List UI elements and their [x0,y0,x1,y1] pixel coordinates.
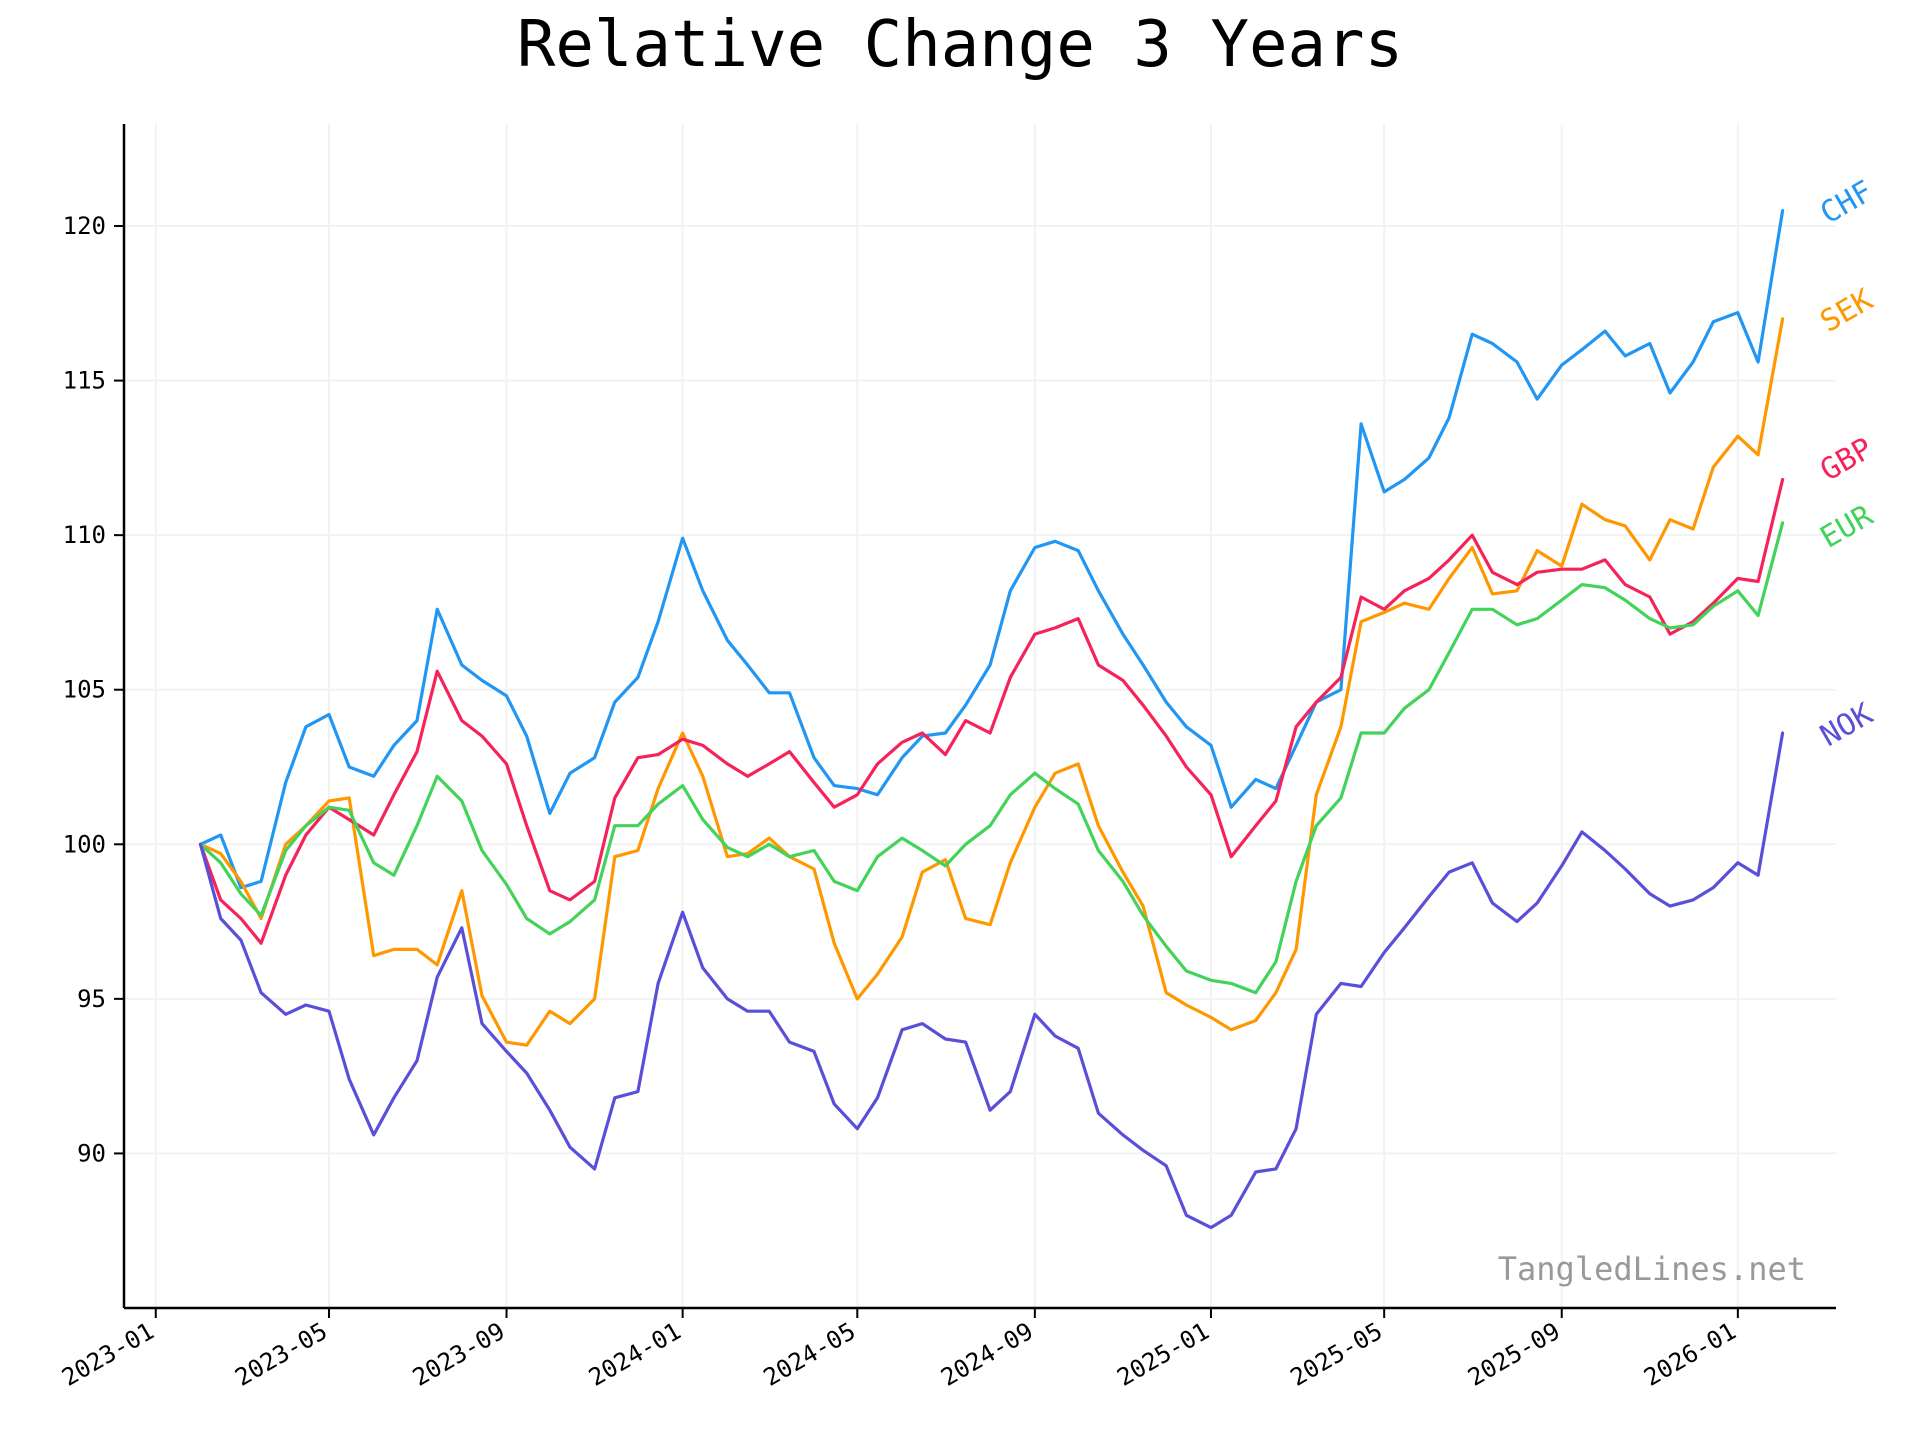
series-label-chf: CHF [1815,174,1879,231]
series-label-eur: EUR [1815,498,1880,556]
series-label-gbp: GBP [1815,431,1879,488]
y-tick-label: 115 [63,367,106,395]
x-tick-label: 2023-09 [408,1317,510,1392]
watermark: TangledLines.net [1498,1250,1806,1288]
series-line-nok [198,731,1785,1230]
x-tick-label: 2026-01 [1639,1317,1741,1392]
series-line-eur [198,521,1785,995]
x-tick-label: 2025-09 [1463,1317,1565,1392]
chart-title: Relative Change 3 Years [516,8,1404,82]
x-tick-label: 2024-05 [759,1317,861,1392]
series-line-chf [198,209,1785,890]
y-tick-label: 110 [63,521,106,549]
x-tick-label: 2024-09 [936,1317,1038,1392]
y-tick-label: 120 [63,212,106,240]
x-tick-label: 2023-05 [230,1317,332,1392]
x-tick-label: 2025-05 [1286,1317,1388,1392]
y-tick-label: 100 [63,830,106,858]
x-tick-label: 2025-01 [1112,1317,1214,1392]
y-tick-label: 105 [63,676,106,704]
y-tick-label: 95 [77,985,106,1013]
series-label-sek: SEK [1815,282,1879,339]
series-label-nok: NOK [1815,697,1879,754]
x-tick-label: 2024-01 [584,1317,686,1392]
series-line-gbp [198,477,1785,945]
y-tick-label: 90 [77,1139,106,1167]
x-tick-label: 2023-01 [57,1317,159,1392]
series-line-sek [198,317,1785,1047]
